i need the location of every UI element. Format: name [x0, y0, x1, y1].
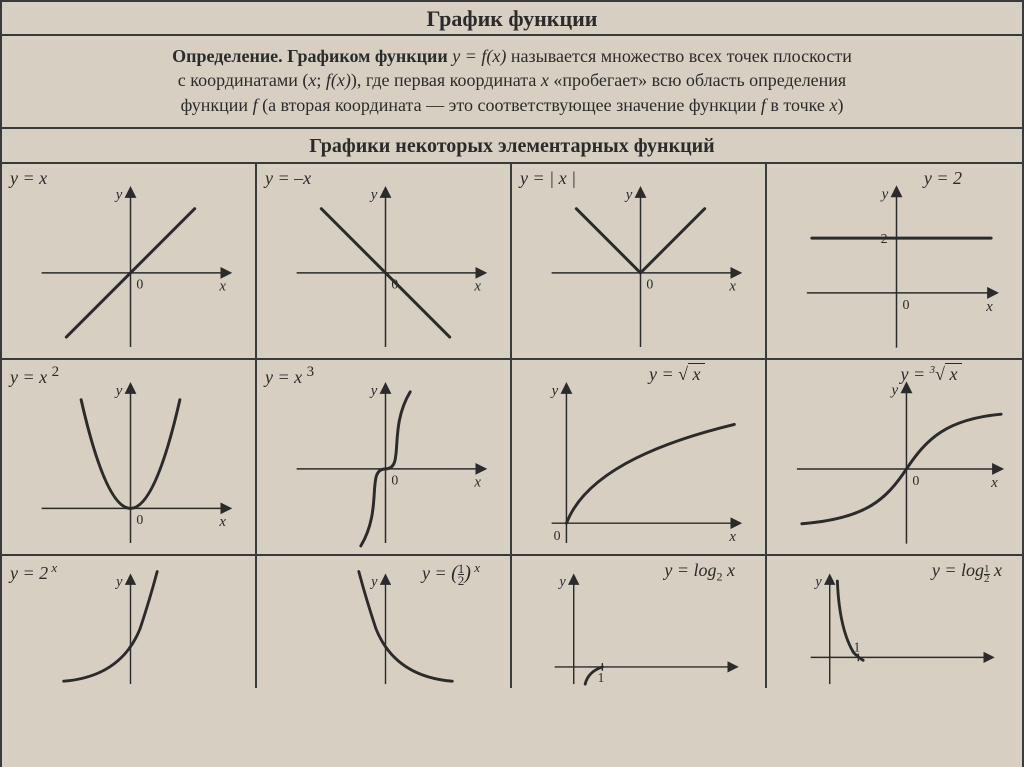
svg-text:x: x — [473, 475, 481, 491]
cell-y-eq-x: y = x x y 0 — [2, 164, 257, 360]
formula-label: y = (12) x — [422, 560, 480, 587]
svg-text:x: x — [218, 514, 226, 530]
formula-label: y = 3√ x — [900, 364, 962, 385]
plot-y-eq-sqrtx: x y 0 — [522, 366, 759, 552]
svg-text:y: y — [369, 383, 378, 399]
cell-y-eq-2powx: y = 2 x y — [2, 556, 257, 688]
svg-text:0: 0 — [136, 277, 143, 292]
plot-y-eq-x3: x y 0 — [267, 366, 504, 552]
svg-text:y: y — [369, 574, 378, 590]
svg-text:y: y — [369, 187, 378, 203]
cell-y-eq-x2: y = x 2 x y 0 — [2, 360, 257, 556]
graphs-row-2: y = x 2 x y 0 y = x 3 x y 0 — [2, 360, 1022, 556]
cell-y-eq-sqrtx: y = √ x x y 0 — [512, 360, 767, 556]
svg-text:y: y — [550, 383, 559, 399]
svg-text:y: y — [114, 383, 123, 399]
cell-y-eq-2: y = 2 x y 0 2 — [767, 164, 1022, 360]
plot-y-eq-negx: x y 0 — [267, 170, 504, 356]
definition-leadword: Определение. Графиком функции — [172, 46, 448, 66]
cell-y-eq-log2x: y = log2 x y 1 — [512, 556, 767, 688]
definition-block: Определение. Графиком функции y = f(x) н… — [2, 36, 1022, 129]
cell-y-eq-cbrtx: y = 3√ x x y 0 — [767, 360, 1022, 556]
formula-label: y = 2 — [924, 168, 962, 189]
plot-y-eq-x2: x y 0 — [12, 366, 249, 552]
plot-y-eq-2: x y 0 2 — [777, 170, 1016, 356]
svg-text:0: 0 — [136, 512, 143, 527]
svg-text:x: x — [990, 475, 998, 491]
plot-y-eq-x: x y 0 — [12, 170, 249, 356]
formula-label: y = | x | — [520, 168, 576, 189]
svg-text:x: x — [218, 279, 226, 295]
svg-text:0: 0 — [554, 528, 561, 543]
svg-text:x: x — [985, 299, 993, 315]
cell-y-eq-negx: y = –x x y 0 — [257, 164, 512, 360]
cell-y-eq-loghalfx: y = log12 x y 1 — [767, 556, 1022, 688]
cell-y-eq-halfpowx: y = (12) x y — [257, 556, 512, 688]
svg-text:0: 0 — [902, 298, 909, 313]
svg-text:y: y — [890, 382, 899, 398]
formula-label: y = 2 x — [10, 560, 57, 584]
svg-text:1: 1 — [598, 670, 605, 685]
plot-y-eq-absx: x y 0 — [522, 170, 759, 356]
svg-text:y: y — [624, 187, 633, 203]
formula-label: y = x 3 — [265, 364, 314, 388]
formula-label: y = log2 x — [664, 560, 735, 585]
formula-label: y = x 2 — [10, 364, 59, 388]
plot-y-eq-cbrtx: x y 0 — [777, 366, 1016, 552]
svg-text:y: y — [813, 574, 822, 590]
page: График функции Определение. Графиком фун… — [0, 0, 1024, 767]
main-title: График функции — [2, 2, 1022, 36]
cell-y-eq-absx: y = | x | x y 0 — [512, 164, 767, 360]
svg-text:y: y — [114, 187, 123, 203]
sub-title: Графики некоторых элементарных функций — [2, 129, 1022, 164]
graphs-row-3: y = 2 x y y = (12) x y y = log2 x — [2, 556, 1022, 688]
svg-text:0: 0 — [646, 277, 653, 292]
cell-y-eq-x3: y = x 3 x y 0 — [257, 360, 512, 556]
svg-text:x: x — [728, 529, 736, 545]
formula-label: y = –x — [265, 168, 311, 189]
svg-text:y: y — [880, 186, 889, 202]
formula-label: y = x — [10, 168, 47, 189]
svg-text:x: x — [728, 279, 736, 295]
formula-label: y = √ x — [649, 364, 705, 385]
graphs-row-1: y = x x y 0 y = –x x y 0 — [2, 164, 1022, 360]
svg-text:0: 0 — [912, 474, 919, 489]
svg-text:0: 0 — [391, 473, 398, 488]
svg-text:x: x — [473, 279, 481, 295]
svg-text:y: y — [114, 574, 123, 590]
svg-text:y: y — [557, 574, 566, 590]
formula-label: y = log12 x — [932, 560, 1002, 585]
